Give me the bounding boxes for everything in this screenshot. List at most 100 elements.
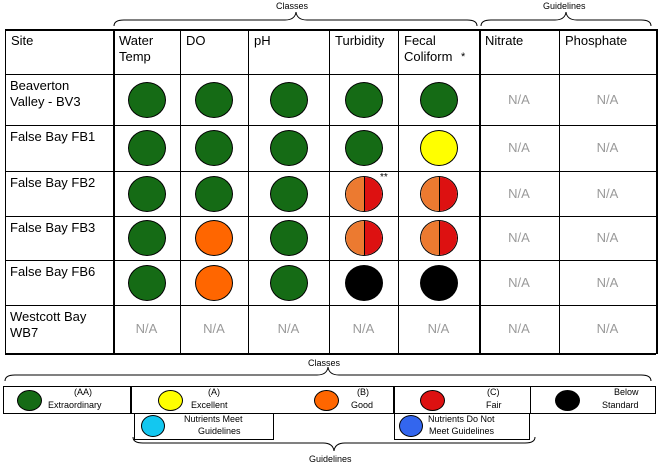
na-cell: N/A xyxy=(596,274,619,290)
rating-half-red xyxy=(438,221,457,255)
col-header-fecal-coliform: Fecal Coliform xyxy=(404,33,453,64)
legend-box-a-b: (A) Excellent (B) Good xyxy=(131,386,394,414)
table-gridline xyxy=(559,29,560,354)
table-gridline xyxy=(5,305,656,306)
rating-circle-extraordinary xyxy=(269,264,308,301)
water-quality-table: Site Water Temp DO pH Turbidity Fecal Colifor… xyxy=(5,29,658,355)
table-gridline xyxy=(5,29,656,31)
rating-circle-extraordinary xyxy=(127,175,166,212)
legend-box-below: Below Standard xyxy=(530,386,656,414)
rating-circle-fair-good xyxy=(344,175,383,212)
legend-dot-blue xyxy=(399,415,423,437)
legend-aa-text: Extraordinary xyxy=(48,400,102,410)
site-name-cell: Westcott Bay WB7 xyxy=(10,309,87,340)
na-cell: N/A xyxy=(596,185,619,201)
rating-circle-extraordinary xyxy=(344,130,383,166)
rating-split-line xyxy=(363,221,365,255)
rating-circle-below-standard xyxy=(419,264,458,301)
na-cell: N/A xyxy=(135,321,158,336)
table-gridline xyxy=(5,216,656,217)
rating-circle-extraordinary xyxy=(127,220,166,256)
table-gridline xyxy=(5,260,656,261)
na-cell: N/A xyxy=(508,185,530,201)
legend-classes-label: Classes xyxy=(308,358,341,368)
fecal-coliform-marker: * xyxy=(461,51,466,63)
legend-dot-yellow xyxy=(158,390,183,411)
table-gridline xyxy=(113,29,115,354)
na-cell: N/A xyxy=(596,91,619,107)
rating-circle-extraordinary xyxy=(419,81,458,118)
na-cell: N/A xyxy=(508,230,530,245)
legend-c-text: Fair xyxy=(486,400,502,410)
legend-guidelines-label: Guidelines xyxy=(309,454,352,464)
classes-brace xyxy=(113,11,652,27)
na-cell: N/A xyxy=(596,230,619,245)
legend-not-meet-line1: Nutrients Do Not xyxy=(428,414,495,424)
site-name-cell: False Bay FB1 xyxy=(10,129,96,144)
rating-circle-extraordinary xyxy=(269,175,308,212)
rating-circle-fair-good xyxy=(419,175,458,212)
site-name-cell: False Bay FB2 xyxy=(10,175,96,190)
table-gridline xyxy=(5,353,656,355)
legend-box-c: (C) Fair xyxy=(394,386,530,414)
rating-circle-excellent xyxy=(419,130,458,166)
rating-circle-extraordinary xyxy=(344,81,383,118)
rating-circle-extraordinary xyxy=(269,130,308,166)
col-header-nitrate: Nitrate xyxy=(485,33,524,48)
legend-below-line1: Below xyxy=(614,387,639,397)
rating-split-line xyxy=(438,221,440,255)
legend-meet-line1: Nutrients Meet xyxy=(184,414,243,424)
table-gridline xyxy=(329,29,330,354)
legend-dot-orange xyxy=(314,390,339,411)
rating-half-red xyxy=(363,221,382,255)
rating-circle-extraordinary xyxy=(195,81,233,118)
legend-box-not-meet: Nutrients Do Not Meet Guidelines xyxy=(394,414,530,440)
table-gridline xyxy=(398,29,399,354)
na-cell: N/A xyxy=(277,321,300,336)
rating-circle-extraordinary xyxy=(269,220,308,256)
na-cell: N/A xyxy=(508,274,530,290)
legend-meet-line2: Guidelines xyxy=(198,426,241,436)
rating-circle-below-standard xyxy=(344,264,383,301)
rating-circle-extraordinary xyxy=(195,130,233,166)
rating-circle-good xyxy=(195,264,233,301)
guidelines-header-label: Guidelines xyxy=(543,1,586,11)
rating-half-orange xyxy=(420,176,439,211)
rating-circle-extraordinary xyxy=(127,130,166,166)
legend-aa-code: (AA) xyxy=(74,387,92,397)
legend-a-text: Excellent xyxy=(191,400,228,410)
rating-split-line xyxy=(438,176,440,211)
turbidity-marker: ** xyxy=(380,172,388,183)
rating-split-line xyxy=(363,176,365,211)
legend-dot-green xyxy=(17,390,42,411)
rating-half-red xyxy=(438,176,457,211)
col-header-water-temp: Water Temp xyxy=(119,33,154,64)
rating-circle-extraordinary xyxy=(195,175,233,212)
table-gridline xyxy=(180,29,181,354)
legend-a-code: (A) xyxy=(208,387,220,397)
table-gridline xyxy=(656,29,658,354)
site-name-cell: False Bay FB3 xyxy=(10,220,96,235)
rating-half-orange xyxy=(420,221,439,255)
legend-box-aa: (AA) Extraordinary xyxy=(3,386,131,414)
na-cell: N/A xyxy=(508,321,530,336)
na-cell: N/A xyxy=(596,140,619,155)
rating-circle-good xyxy=(195,220,233,256)
na-cell: N/A xyxy=(427,321,450,336)
table-gridline xyxy=(5,125,656,126)
legend-box-meet: Nutrients Meet Guidelines xyxy=(134,414,274,440)
na-cell: N/A xyxy=(508,140,530,155)
site-name-cell: False Bay FB6 xyxy=(10,264,96,279)
legend-dot-red xyxy=(420,390,445,411)
rating-circle-extraordinary xyxy=(127,264,166,301)
rating-half-orange xyxy=(345,221,364,255)
table-gridline xyxy=(5,171,656,172)
col-header-ph: pH xyxy=(254,33,271,48)
legend-b-code: (B) xyxy=(357,387,369,397)
table-gridline xyxy=(248,29,249,354)
col-header-turbidity: Turbidity xyxy=(335,33,385,48)
rating-half-red xyxy=(363,176,382,211)
col-header-site: Site xyxy=(11,33,34,48)
col-header-do: DO xyxy=(186,33,206,48)
